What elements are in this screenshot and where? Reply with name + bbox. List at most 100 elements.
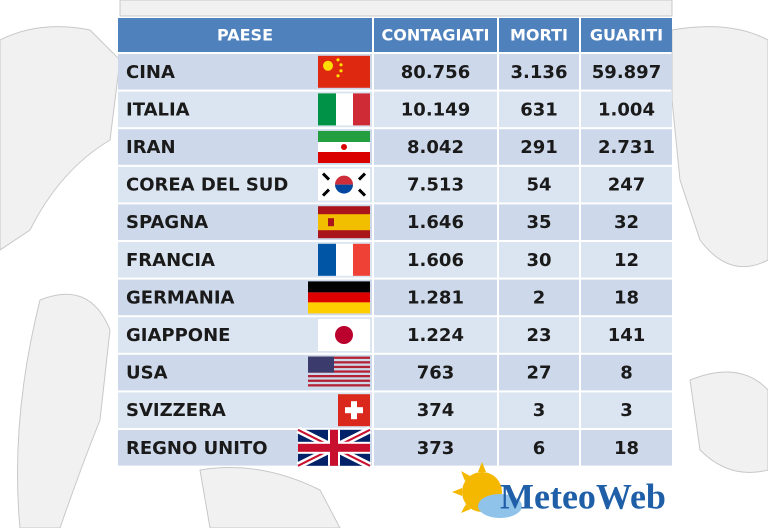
table-cell bbox=[374, 279, 497, 316]
landmass bbox=[199, 467, 341, 528]
flag-part bbox=[318, 93, 336, 126]
table-cell bbox=[581, 392, 672, 428]
cell-value: 3 bbox=[620, 400, 633, 421]
landmass bbox=[689, 371, 768, 473]
country-name: FRANCIA bbox=[126, 250, 215, 271]
cell-value: 18 bbox=[614, 287, 639, 308]
flag-part bbox=[308, 292, 370, 303]
cell-value: 1.606 bbox=[407, 250, 464, 271]
flag-part bbox=[308, 370, 370, 373]
table-cell bbox=[499, 91, 579, 128]
table-cell bbox=[374, 392, 497, 428]
landmass bbox=[671, 26, 768, 268]
table-cell bbox=[374, 430, 497, 466]
flag-part bbox=[318, 131, 370, 142]
table-cell bbox=[374, 317, 497, 353]
cell-value: 141 bbox=[608, 325, 646, 346]
country-name: CINA bbox=[126, 62, 175, 83]
cloud bbox=[478, 494, 522, 518]
flag bbox=[318, 168, 370, 201]
cell-value: 12 bbox=[614, 250, 639, 271]
table-cell bbox=[499, 204, 579, 240]
flag-part bbox=[335, 326, 353, 344]
header-text: CONTAGIATI bbox=[382, 26, 490, 45]
cell-value: 2.731 bbox=[598, 137, 655, 158]
flag-part bbox=[341, 144, 347, 150]
cell-value: 374 bbox=[417, 400, 455, 421]
cell-value: 6 bbox=[533, 438, 546, 459]
flag-part bbox=[308, 361, 370, 364]
flag-part bbox=[318, 55, 370, 88]
country-name: ITALIA bbox=[126, 99, 190, 120]
flag-part bbox=[321, 172, 367, 197]
flag-part bbox=[323, 60, 333, 71]
flag-part bbox=[318, 243, 336, 276]
cell-value: 80.756 bbox=[401, 62, 470, 83]
cell-value: 10.149 bbox=[401, 99, 470, 120]
flag-part bbox=[308, 356, 334, 373]
flag bbox=[338, 394, 370, 427]
flag bbox=[318, 206, 370, 239]
cell-value: 291 bbox=[520, 137, 558, 158]
cell-value: 247 bbox=[608, 175, 646, 196]
flag-part bbox=[336, 74, 340, 78]
sun-icon bbox=[452, 462, 522, 518]
flag-part bbox=[336, 243, 353, 276]
country-name: GIAPPONE bbox=[126, 325, 230, 346]
table-cell bbox=[581, 166, 672, 203]
cell-value: 3.136 bbox=[511, 62, 568, 83]
table-cell bbox=[374, 354, 497, 391]
cell-value: 373 bbox=[417, 438, 455, 459]
cell-value: 18 bbox=[614, 438, 639, 459]
table-cell bbox=[374, 54, 497, 90]
country-name: GERMANIA bbox=[126, 287, 235, 308]
table-cell bbox=[499, 354, 579, 391]
table-cell bbox=[581, 317, 672, 353]
flag-part bbox=[308, 384, 370, 387]
cell-value: 1.281 bbox=[407, 287, 464, 308]
header-cell bbox=[499, 18, 579, 52]
cell-value: 1.224 bbox=[407, 325, 464, 346]
flag-part bbox=[353, 93, 370, 126]
cell-value: 1.004 bbox=[598, 99, 655, 120]
country-name: USA bbox=[126, 363, 168, 384]
flag-part bbox=[308, 365, 370, 369]
cell-value: 35 bbox=[526, 212, 551, 233]
cell-value: 8 bbox=[620, 363, 633, 384]
table-cell bbox=[581, 91, 672, 128]
flag bbox=[318, 319, 370, 351]
header-text: GUARITI bbox=[590, 26, 663, 45]
flag bbox=[318, 55, 370, 88]
flag-part bbox=[318, 152, 370, 163]
cell-value: 30 bbox=[526, 250, 551, 271]
flag-part bbox=[308, 379, 370, 382]
logo: MeteoWeb bbox=[452, 462, 666, 518]
flag-part bbox=[328, 218, 334, 227]
flag-part bbox=[298, 443, 370, 452]
flag-part bbox=[336, 93, 353, 126]
header-cell bbox=[581, 18, 672, 52]
landmass bbox=[0, 26, 121, 251]
cell-value: 27 bbox=[526, 363, 551, 384]
table-cell bbox=[499, 317, 579, 353]
flag-part bbox=[339, 63, 343, 67]
cell-value: 59.897 bbox=[592, 62, 661, 83]
table-cell bbox=[118, 392, 372, 428]
flag-part bbox=[308, 356, 370, 359]
table-cell bbox=[374, 242, 497, 278]
flag-part bbox=[353, 243, 370, 276]
table: PAESE CONTAGIATI MORTI GUARITI CINA 80.756 3.1… bbox=[118, 18, 672, 469]
table-cell bbox=[581, 430, 672, 466]
sun-rays bbox=[452, 462, 486, 513]
table-cell bbox=[499, 129, 579, 165]
table-cell bbox=[581, 279, 672, 316]
flag-part bbox=[308, 375, 370, 378]
cell-value: 7.513 bbox=[407, 175, 464, 196]
table-cell bbox=[374, 204, 497, 240]
landmass bbox=[17, 293, 111, 528]
country-name: SVIZZERA bbox=[126, 400, 226, 421]
country-name: SPAGNA bbox=[126, 212, 208, 233]
table-cell bbox=[581, 54, 672, 90]
table-cell bbox=[581, 242, 672, 278]
